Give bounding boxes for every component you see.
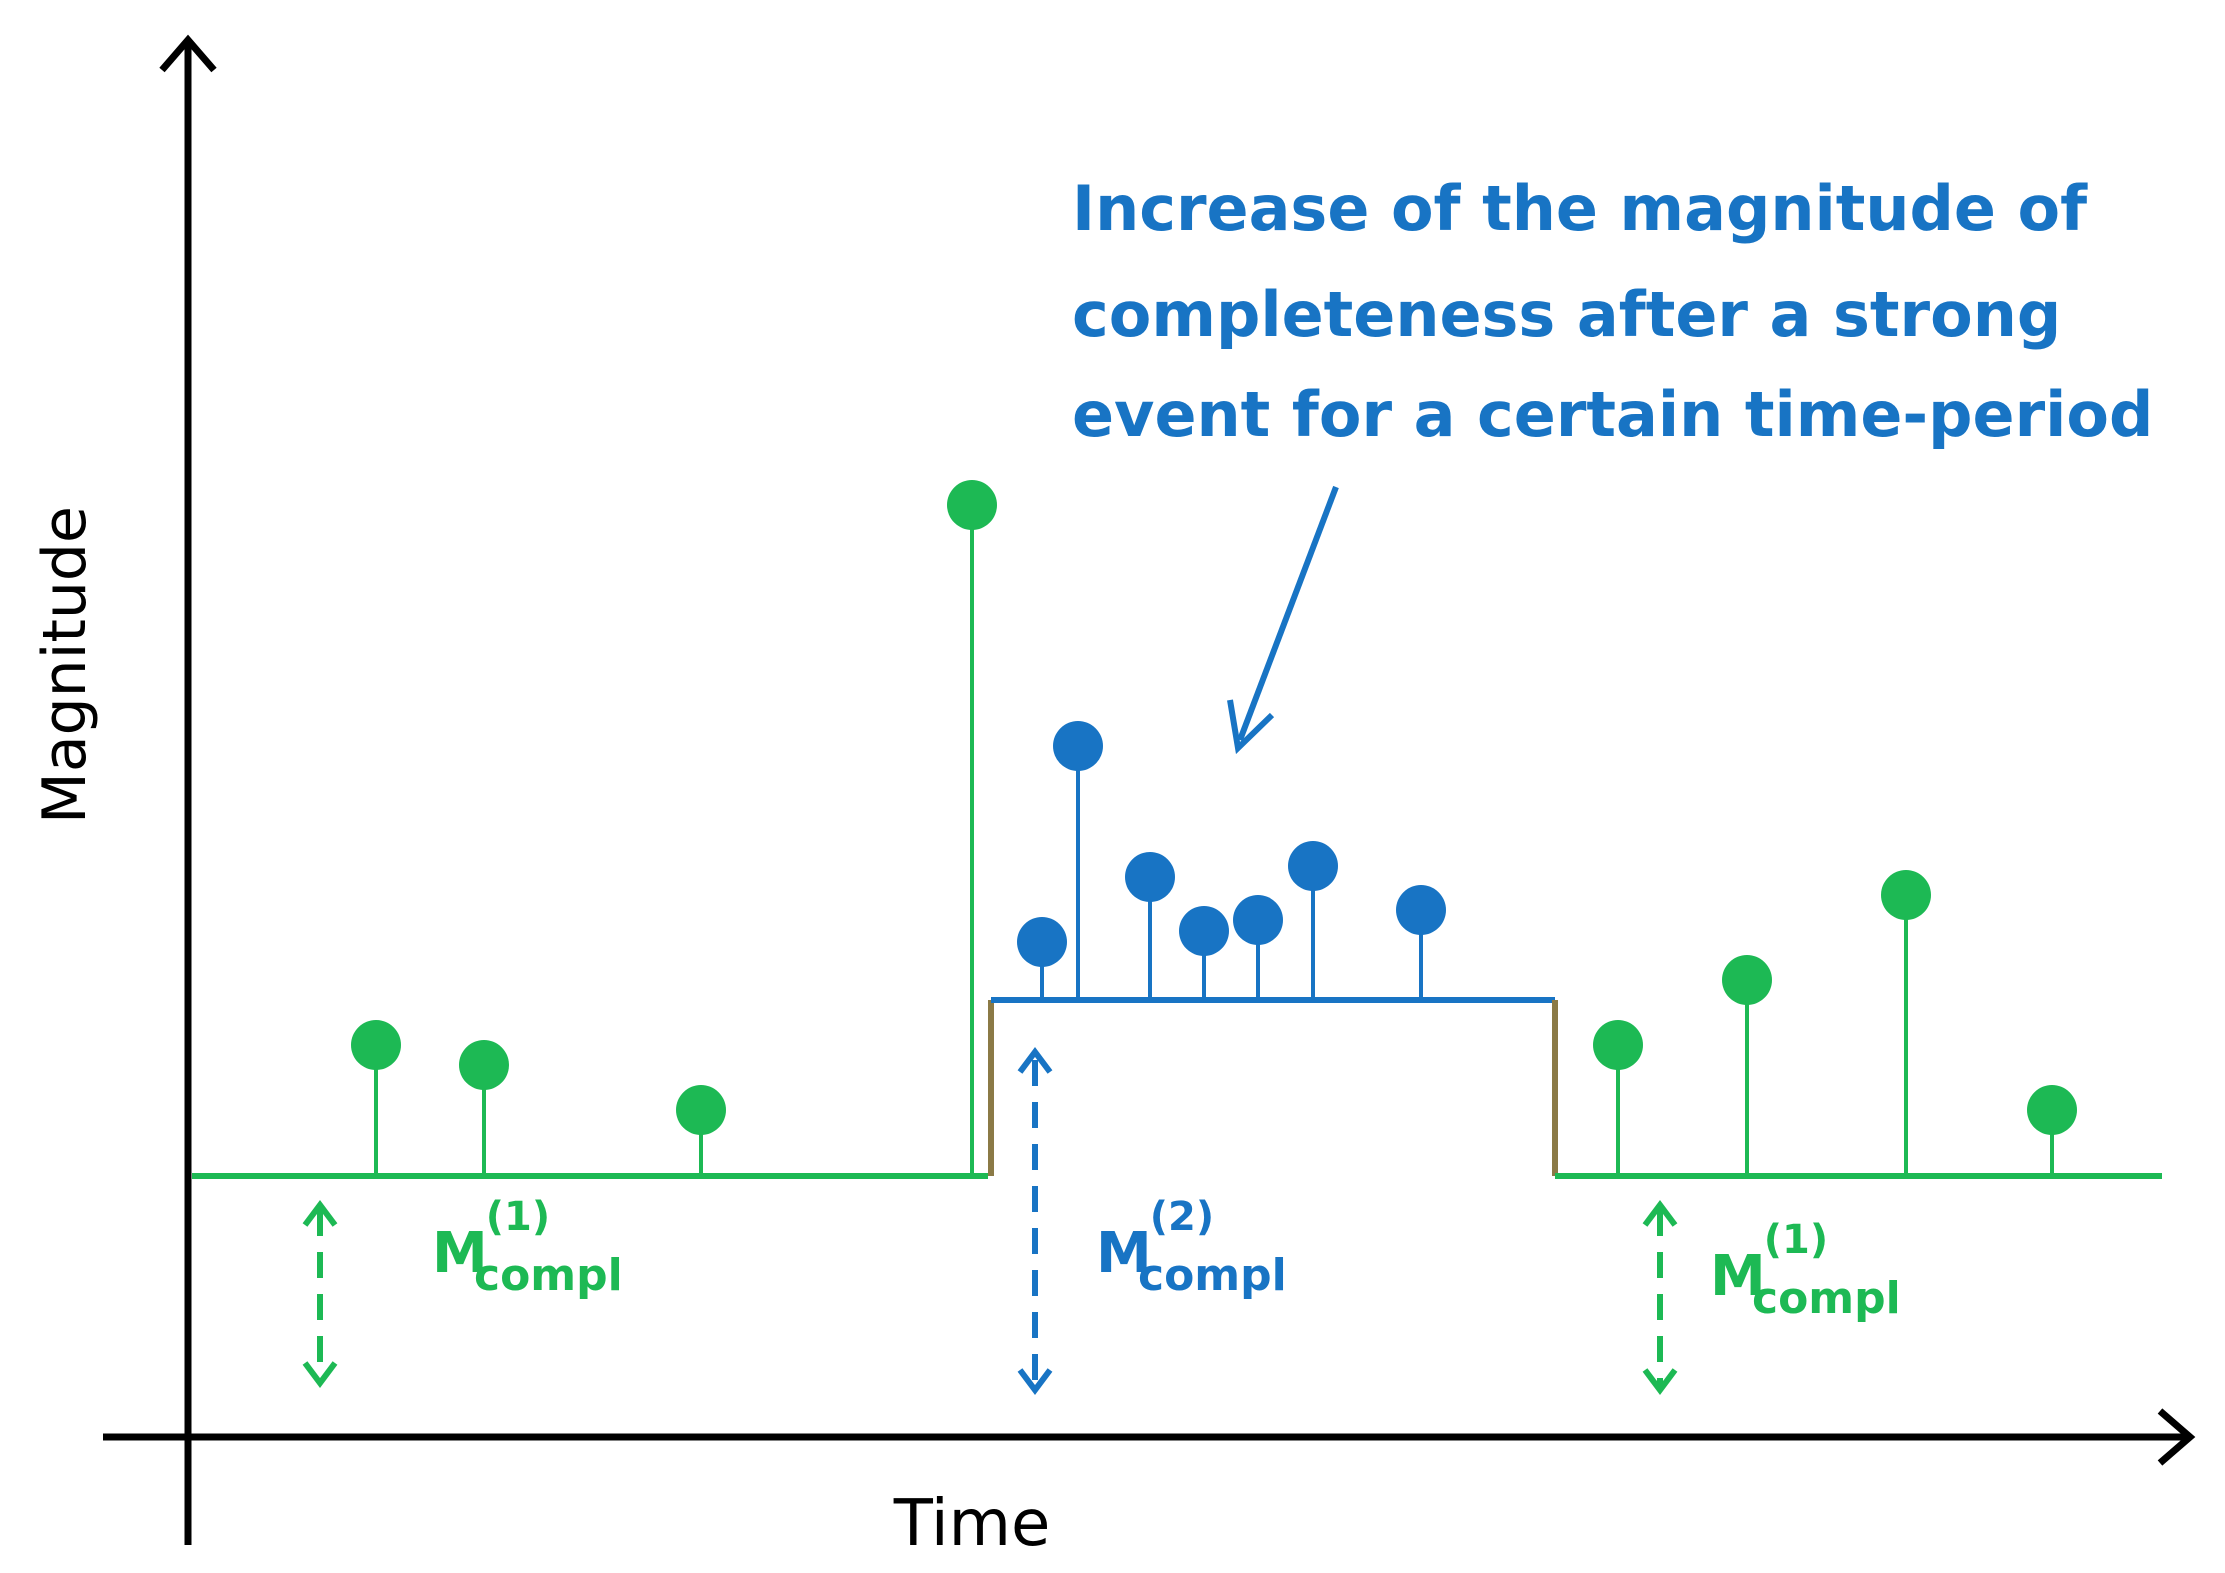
mcompl-label-2: M(2) compl bbox=[1096, 1194, 1287, 1301]
event-marker bbox=[351, 1020, 401, 1070]
event-marker bbox=[1017, 917, 1067, 967]
axes bbox=[103, 34, 2196, 1545]
event-marker bbox=[1179, 906, 1229, 956]
strong-event bbox=[947, 480, 997, 1176]
x-axis-label: Time bbox=[893, 1487, 1051, 1561]
event-marker bbox=[1233, 895, 1283, 945]
event-marker bbox=[1881, 870, 1931, 920]
mcompl-label-3-sup: (1) bbox=[1764, 1217, 1828, 1263]
mcompl-label-1-sub: compl bbox=[474, 1250, 623, 1301]
annotation-line-2: completeness after a strong bbox=[1072, 278, 2061, 351]
event-marker bbox=[1396, 885, 1446, 935]
mcompl-label-3: M(1) compl bbox=[1710, 1217, 1901, 1324]
strong-event-marker bbox=[947, 480, 997, 530]
event-marker bbox=[1593, 1020, 1643, 1070]
event-marker bbox=[1053, 721, 1103, 771]
events-before bbox=[351, 1020, 726, 1176]
x-axis-arrowhead bbox=[2157, 1408, 2196, 1466]
mcompl-label-1: M(1) compl bbox=[432, 1194, 623, 1301]
annotation: Increase of the magnitude of completenes… bbox=[1072, 172, 2153, 451]
mcompl-label-1-base: M bbox=[432, 1221, 488, 1286]
event-marker bbox=[676, 1085, 726, 1135]
mcompl-label-2-sup: (2) bbox=[1150, 1194, 1214, 1240]
mcompl-label-3-base: M bbox=[1710, 1244, 1766, 1309]
completeness-arrow-2 bbox=[1017, 1047, 1053, 1395]
annotation-line-1: Increase of the magnitude of bbox=[1072, 172, 2088, 245]
annotation-arrow bbox=[1227, 485, 1339, 755]
mcompl-label-1-sup: (1) bbox=[486, 1194, 550, 1240]
event-marker bbox=[2027, 1085, 2077, 1135]
completeness-level-line bbox=[192, 997, 2162, 1179]
mcompl-label-2-sub: compl bbox=[1138, 1250, 1287, 1301]
completeness-arrow-1 bbox=[302, 1200, 338, 1388]
event-marker bbox=[1722, 955, 1772, 1005]
event-marker bbox=[459, 1040, 509, 1090]
events-after bbox=[1593, 870, 2077, 1176]
annotation-line-3: event for a certain time-period bbox=[1072, 378, 2153, 451]
event-marker bbox=[1125, 852, 1175, 902]
y-axis-label: Magnitude bbox=[30, 506, 100, 824]
mcompl-label-2-base: M bbox=[1096, 1221, 1152, 1286]
completeness-arrow-3 bbox=[1642, 1200, 1678, 1395]
y-axis-arrowhead bbox=[159, 34, 217, 73]
event-marker bbox=[1288, 841, 1338, 891]
mcompl-label-3-sub: compl bbox=[1752, 1273, 1901, 1324]
events-during bbox=[1017, 721, 1446, 1000]
